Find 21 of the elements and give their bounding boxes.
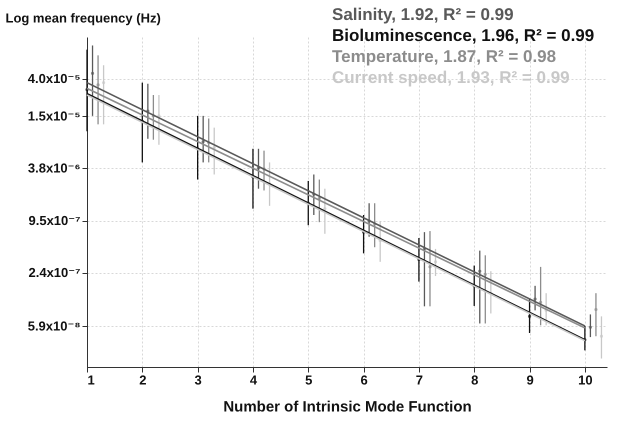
x-axis-title: Number of Intrinsic Mode Function [223, 398, 472, 416]
text: Salinity, 1.92, R² = 0.99 [332, 5, 514, 24]
x-tick-label: 6 [360, 372, 368, 388]
text: Bioluminescence, 1.96, R² = 0.99 [332, 26, 594, 45]
text: Temperature, 1.87, R² = 0.98 [332, 47, 556, 66]
x-tick-label: 9 [526, 372, 534, 388]
y-axis-title: Log mean frequency (Hz) [6, 10, 161, 26]
x-tick-label: 4 [250, 372, 258, 388]
y-tick-label: 1.5x10⁻⁵ [28, 108, 80, 124]
y-tick-label: 4.0x10⁻⁵ [28, 71, 80, 86]
x-tick-label: 3 [194, 372, 202, 388]
x-tick-label: 1 [88, 372, 95, 388]
y-tick-label: 3.8x10⁻⁶ [28, 160, 81, 176]
x-tick-label: 5 [305, 372, 312, 388]
y-tick-label: 5.9x10⁻⁸ [28, 318, 80, 334]
x-tick-label: 7 [416, 372, 424, 388]
y-tick-label: 9.5x10⁻⁷ [28, 213, 80, 228]
x-tick-label: 10 [578, 372, 593, 388]
y-tick-label: 2.4x10⁻⁷ [28, 265, 80, 280]
x-tick-label: 8 [471, 372, 478, 388]
x-tick-label: 2 [139, 372, 146, 388]
